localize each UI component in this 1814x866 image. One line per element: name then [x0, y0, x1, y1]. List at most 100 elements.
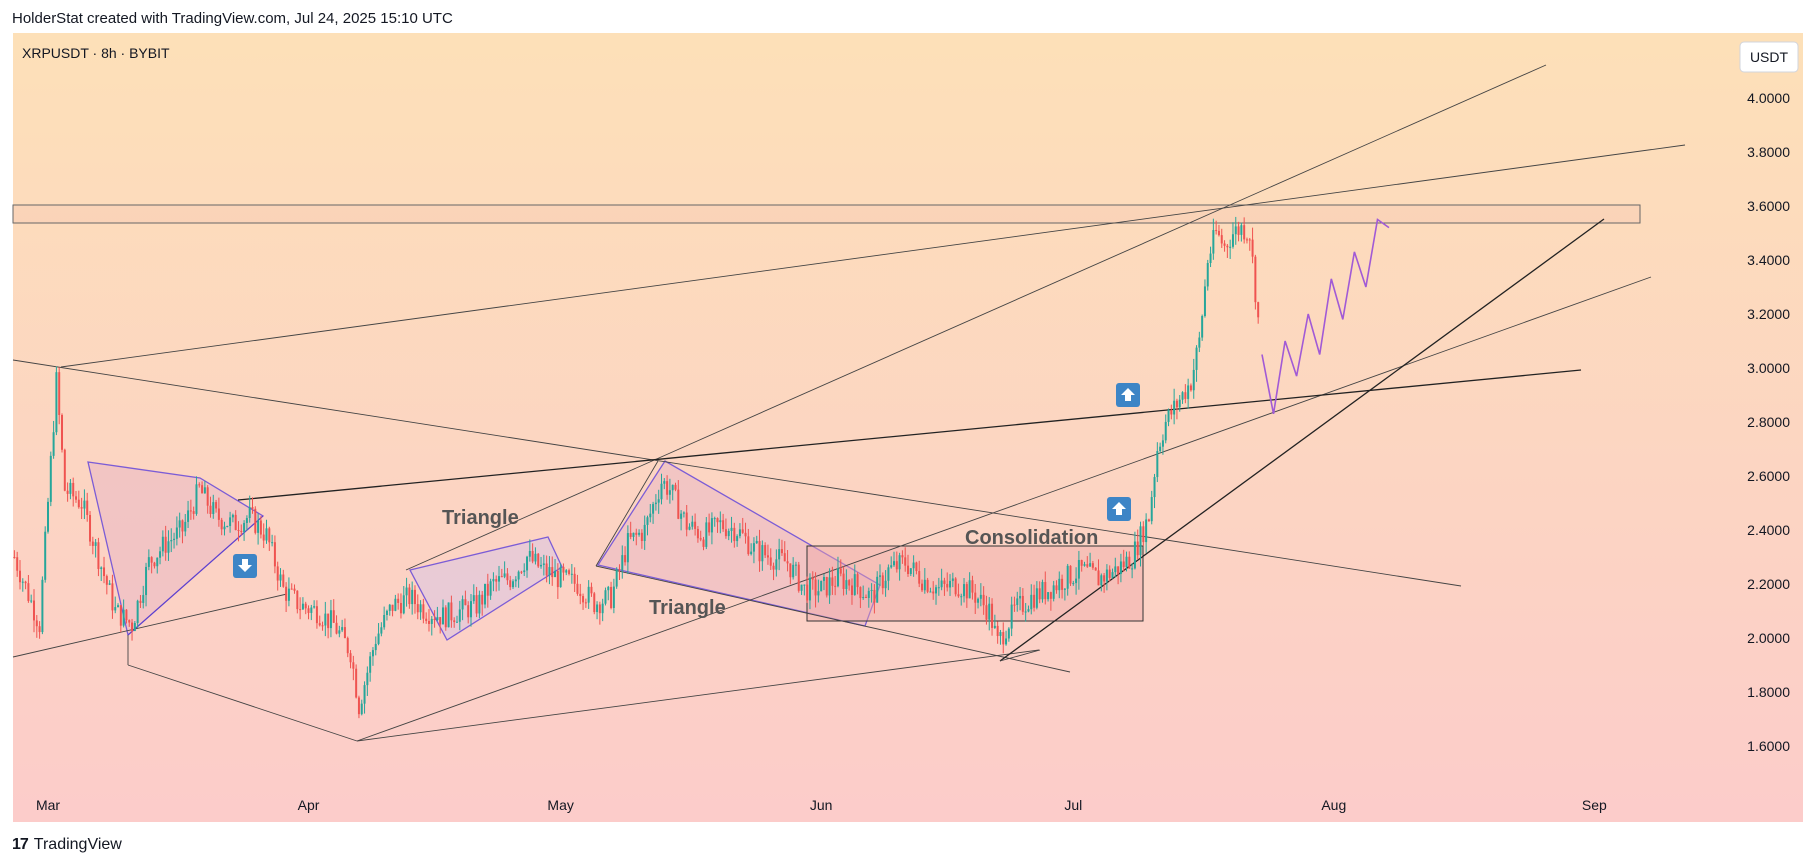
candle-body [1212, 230, 1215, 254]
currency-badge-label: USDT [1750, 49, 1789, 65]
candle-body [814, 579, 817, 596]
candle-body [618, 569, 621, 571]
tradingview-brand[interactable]: TradingView [33, 836, 122, 853]
candle-body [13, 557, 16, 558]
candle-body [836, 568, 839, 587]
candle-body [604, 590, 607, 604]
candle-body [282, 574, 285, 587]
candle-body [736, 536, 739, 542]
candle-body [377, 633, 380, 644]
candle-body [1019, 595, 1022, 599]
y-tick-label: 1.6000 [1747, 738, 1790, 754]
candle-body [1091, 563, 1094, 568]
candle-body [128, 620, 131, 623]
candle-body [904, 557, 907, 566]
candle-body [153, 562, 156, 567]
trendline-lower-left [12, 593, 288, 658]
candle-body [999, 632, 1002, 637]
candle-body [484, 583, 487, 605]
candle-body [293, 588, 296, 591]
candle-body [114, 607, 117, 611]
x-tick-label: Apr [298, 797, 320, 813]
candle-body [1002, 632, 1005, 645]
candle-body [343, 627, 346, 639]
candle-body [69, 482, 72, 494]
candle-body [360, 703, 363, 715]
candle-body [719, 520, 722, 523]
candle-body [1243, 225, 1246, 240]
y-tick-label: 3.2000 [1747, 306, 1790, 322]
candle-body [1089, 563, 1092, 567]
candle-body [708, 522, 711, 533]
candle-body [173, 538, 176, 541]
annotation-triangle-left: Triangle [442, 507, 519, 529]
candle-body [1203, 286, 1206, 317]
candle-body [259, 520, 262, 535]
candle-body [643, 524, 646, 541]
candle-body [632, 532, 635, 537]
candle-body [1223, 243, 1226, 246]
candle-body [716, 518, 719, 523]
candle-body [63, 449, 66, 491]
candle-body [419, 604, 422, 613]
candle-body [111, 583, 114, 611]
candle-body [192, 511, 195, 514]
candle-body [842, 573, 845, 589]
candle-body [369, 656, 372, 673]
candle-body [83, 500, 86, 509]
candle-body [209, 505, 212, 514]
candle-body [159, 551, 162, 558]
candle-body [427, 620, 430, 624]
candle-body [58, 372, 61, 415]
candle-body [215, 502, 218, 509]
candle-body [881, 575, 884, 589]
candle-body [133, 622, 136, 632]
candle-body [399, 602, 402, 614]
candle-body [189, 510, 192, 512]
candle-body [806, 584, 809, 601]
candle-body [475, 595, 478, 614]
candle-body [1097, 570, 1100, 586]
candle-body [276, 566, 279, 581]
candle-body [486, 583, 489, 596]
candle-body [929, 591, 932, 593]
candle-body [161, 536, 164, 552]
candle-body [548, 567, 551, 576]
candle-body [657, 499, 660, 503]
candle-body [982, 594, 985, 606]
candle-body [1217, 230, 1220, 236]
candle-body [371, 650, 374, 657]
candle-body [1181, 392, 1184, 400]
candle-body [1111, 572, 1114, 578]
currency-badge[interactable]: USDT [1739, 41, 1799, 73]
candle-body [926, 579, 929, 592]
candle-body [1035, 588, 1038, 608]
candle-body [666, 481, 669, 495]
candle-body [761, 545, 764, 562]
candle-body [254, 508, 257, 533]
candle-body [332, 610, 335, 623]
candle-body [136, 600, 139, 623]
candle-body [271, 542, 274, 544]
candle-body [624, 555, 627, 563]
candle-body [514, 579, 517, 582]
candle-body [638, 532, 641, 535]
candle-body [1248, 239, 1251, 241]
candle-body [1145, 519, 1148, 543]
candle-body [338, 630, 341, 634]
candle-body [937, 587, 940, 589]
sell-signal-arrow [233, 554, 257, 578]
trendline-wide-rise [237, 369, 1582, 501]
candle-body [685, 512, 688, 530]
candle-body [649, 513, 652, 518]
candle-body [792, 564, 795, 578]
buy-signal-arrow-1 [1107, 497, 1131, 521]
candle-body [119, 605, 122, 626]
candle-body [402, 595, 405, 614]
candle-body [91, 541, 94, 546]
candle-body [94, 542, 97, 546]
candle-body [245, 518, 248, 523]
candle-body [32, 600, 35, 621]
candle-body [441, 607, 444, 625]
price-chart[interactable]: XRPUSDT · 8h · BYBIT USDT 4.0000 3.8000 3.… [0, 0, 1814, 830]
